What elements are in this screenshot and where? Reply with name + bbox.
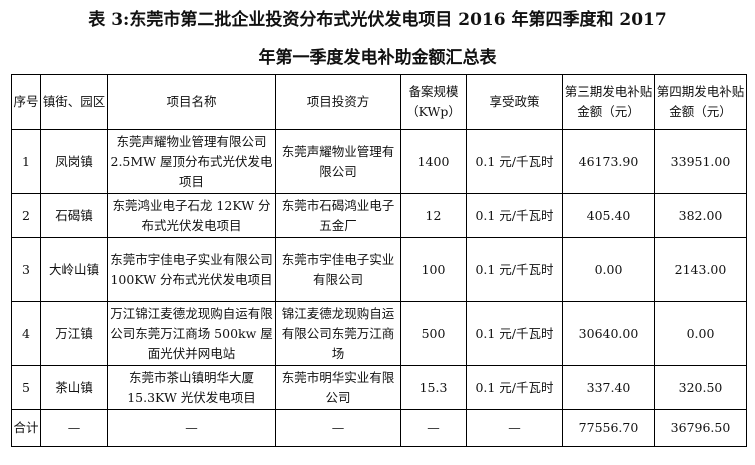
total-period3: 77556.70 xyxy=(562,409,655,447)
cell-town: 凤岗镇 xyxy=(40,129,108,194)
total-period4: 36796.50 xyxy=(654,409,747,447)
cell-period4: 33951.00 xyxy=(654,129,747,194)
table-row: 2 石碣镇 东莞鸿业电子石龙 12KW 分布式光伏发电项目 东莞市石碣鸿业电子五… xyxy=(11,193,747,238)
cell-town: 万江镇 xyxy=(40,301,108,366)
table-row: 5 茶山镇 东莞市茶山镇明华大厦 15.3KW 光伏发电项目 东莞市明华实业有限… xyxy=(11,365,747,410)
header-scale: 备案规模（KWp） xyxy=(400,74,467,130)
cell-scale: 12 xyxy=(400,193,467,238)
header-row: 序号 镇街、园区 项目名称 项目投资方 备案规模（KWp） 享受政策 第三期发电… xyxy=(11,74,747,130)
table-title-line-2: 年第一季度发电补助金额汇总表 xyxy=(258,48,497,68)
cell-town: 大岭山镇 xyxy=(40,237,108,302)
cell-town: 茶山镇 xyxy=(40,365,108,410)
header-town: 镇街、园区 xyxy=(40,74,108,130)
cell-period4: 382.00 xyxy=(654,193,747,238)
header-period4: 第四期发电补贴金额（元） xyxy=(654,74,747,130)
cell-scale: 1400 xyxy=(400,129,467,194)
cell-policy: 0.1 元/千瓦时 xyxy=(466,129,563,194)
cell-period4: 2143.00 xyxy=(654,237,747,302)
header-investor: 项目投资方 xyxy=(275,74,401,130)
cell-policy: 0.1 元/千瓦时 xyxy=(466,193,563,238)
cell-period3: 46173.90 xyxy=(562,129,655,194)
cell-project: 东莞市宇佳电子实业有限公司 100KW 分布式光伏发电项目 xyxy=(107,237,276,302)
cell-no: 1 xyxy=(11,129,41,194)
cell-investor: 东莞声耀物业管理有限公司 xyxy=(275,129,401,194)
subsidy-summary-table: 序号 镇街、园区 项目名称 项目投资方 备案规模（KWp） 享受政策 第三期发电… xyxy=(11,74,747,447)
cell-policy: 0.1 元/千瓦时 xyxy=(466,301,563,366)
table-row: 3 大岭山镇 东莞市宇佳电子实业有限公司 100KW 分布式光伏发电项目 东莞市… xyxy=(11,237,747,302)
cell-investor: 锦江麦德龙现购自运有限公司东莞万江商场 xyxy=(275,301,401,366)
cell-project: 万江锦江麦德龙现购自运有限公司东莞万江商场 500kw 屋面光伏并网电站 xyxy=(107,301,276,366)
header-policy: 享受政策 xyxy=(466,74,563,130)
cell-period3: 337.40 xyxy=(562,365,655,410)
cell-period3: 0.00 xyxy=(562,237,655,302)
cell-no: 4 xyxy=(11,301,41,366)
cell-scale: 500 xyxy=(400,301,467,366)
cell-project: 东莞市茶山镇明华大厦 15.3KW 光伏发电项目 xyxy=(107,365,276,410)
table-row: 1 凤岗镇 东莞声耀物业管理有限公司 2.5MW 屋顶分布式光伏发电项目 东莞声… xyxy=(11,129,747,194)
total-label: 合计 xyxy=(11,409,41,447)
header-no: 序号 xyxy=(11,74,41,130)
cell-project: 东莞鸿业电子石龙 12KW 分布式光伏发电项目 xyxy=(107,193,276,238)
table-row: 4 万江镇 万江锦江麦德龙现购自运有限公司东莞万江商场 500kw 屋面光伏并网… xyxy=(11,301,747,366)
total-scale: — xyxy=(400,409,467,447)
header-period3: 第三期发电补贴金额（元） xyxy=(562,74,655,130)
table-title-line-1: 表 3:东莞市第二批企业投资分布式光伏发电项目 2016 年第四季度和 2017 xyxy=(88,10,667,30)
cell-no: 3 xyxy=(11,237,41,302)
cell-period3: 405.40 xyxy=(562,193,655,238)
cell-investor: 东莞市石碣鸿业电子五金厂 xyxy=(275,193,401,238)
cell-period4: 320.50 xyxy=(654,365,747,410)
cell-investor: 东莞市明华实业有限公司 xyxy=(275,365,401,410)
cell-scale: 15.3 xyxy=(400,365,467,410)
cell-town: 石碣镇 xyxy=(40,193,108,238)
cell-policy: 0.1 元/千瓦时 xyxy=(466,237,563,302)
total-town: — xyxy=(40,409,108,447)
cell-scale: 100 xyxy=(400,237,467,302)
header-project: 项目名称 xyxy=(107,74,276,130)
total-investor: — xyxy=(275,409,401,447)
cell-period3: 30640.00 xyxy=(562,301,655,366)
cell-no: 2 xyxy=(11,193,41,238)
total-project: — xyxy=(107,409,276,447)
cell-period4: 0.00 xyxy=(654,301,747,366)
total-row: 合计 — — — — — 77556.70 36796.50 xyxy=(11,409,747,447)
cell-no: 5 xyxy=(11,365,41,410)
cell-investor: 东莞市宇佳电子实业有限公司 xyxy=(275,237,401,302)
total-policy: — xyxy=(466,409,563,447)
cell-policy: 0.1 元/千瓦时 xyxy=(466,365,563,410)
cell-project: 东莞声耀物业管理有限公司 2.5MW 屋顶分布式光伏发电项目 xyxy=(107,129,276,194)
